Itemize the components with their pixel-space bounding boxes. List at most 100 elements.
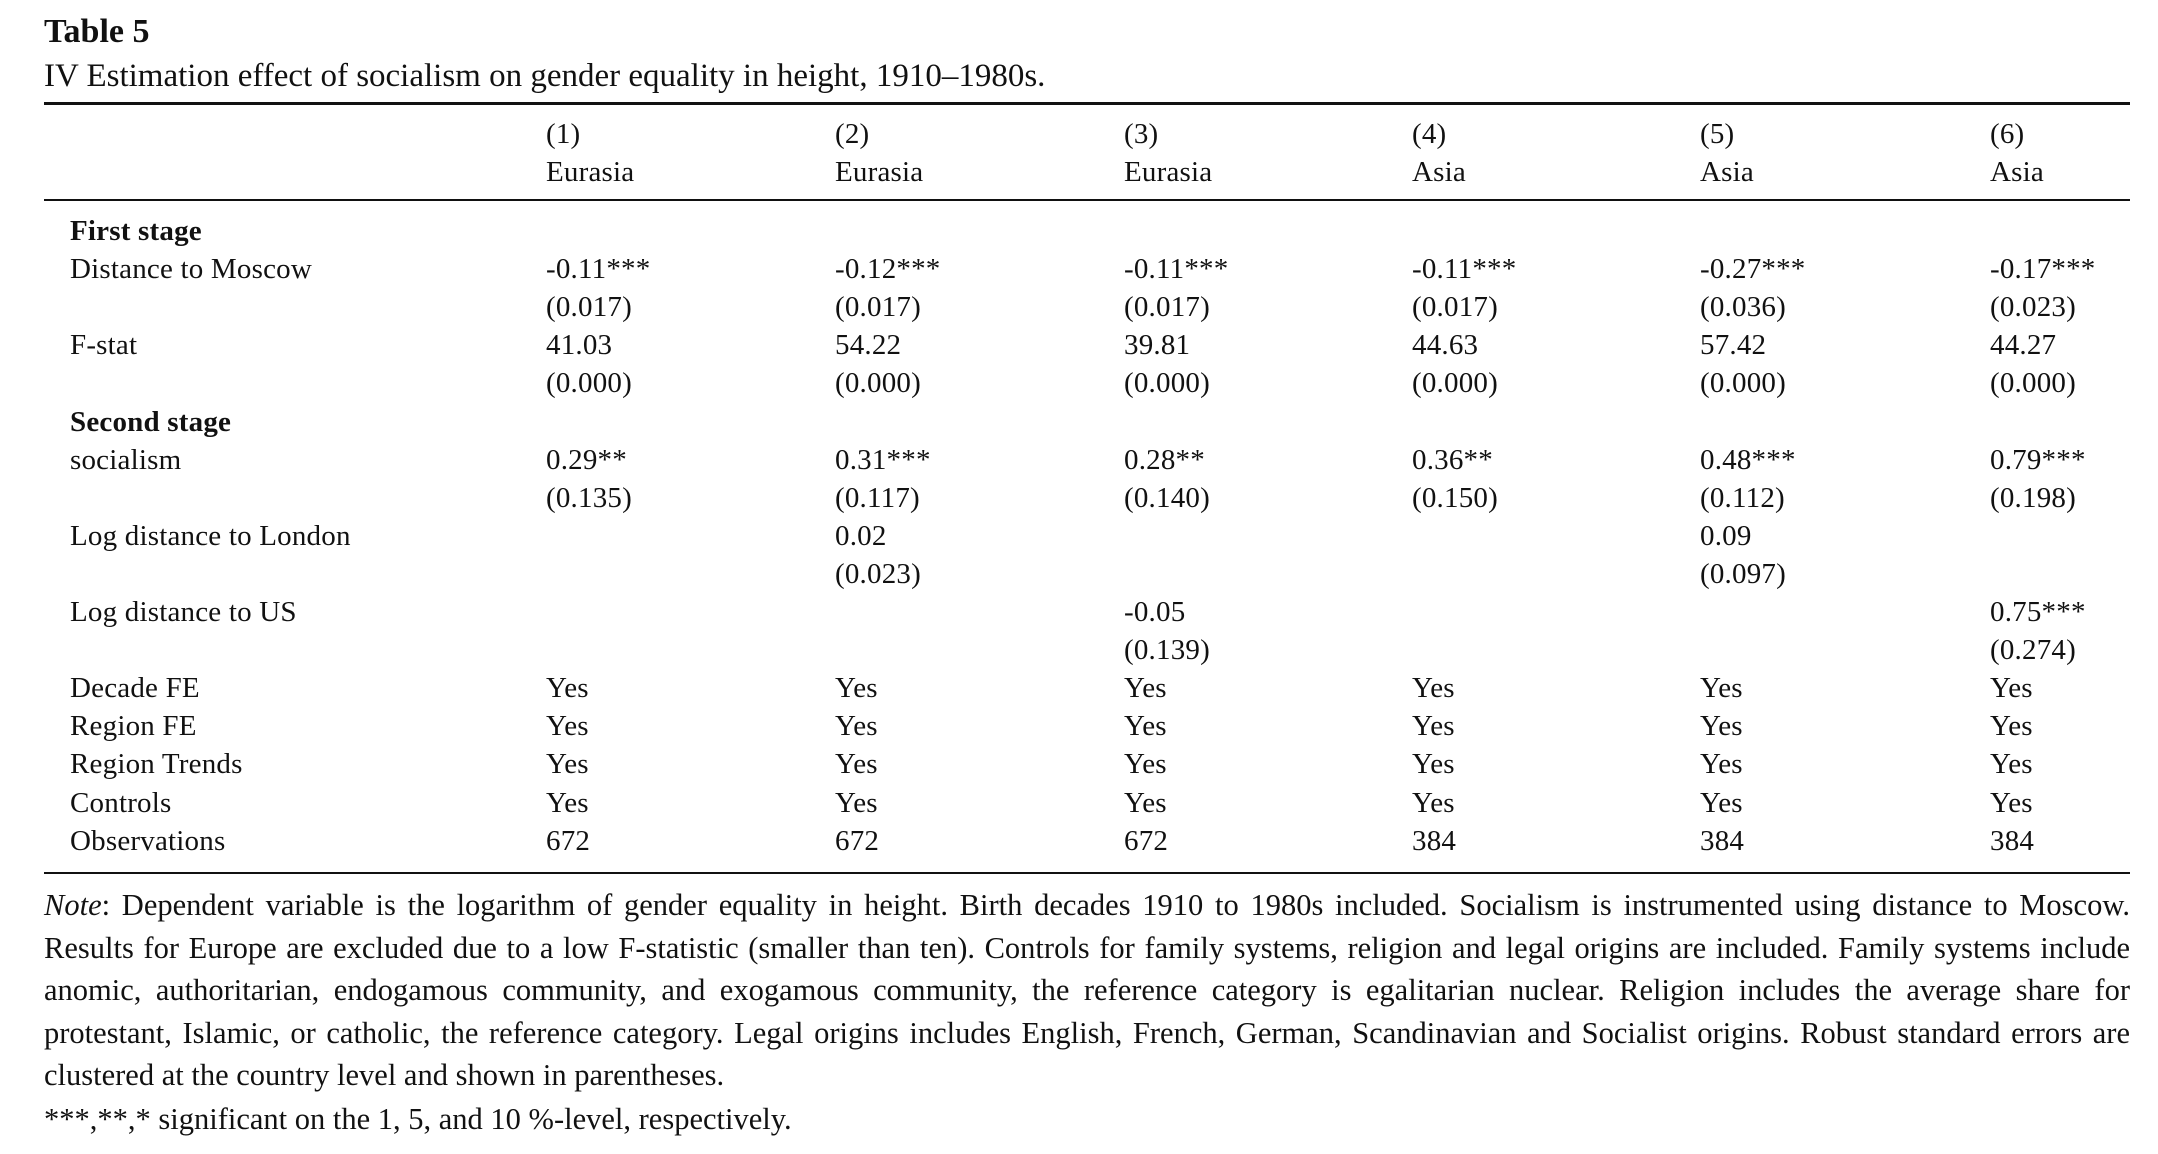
table-cell: (0.135) xyxy=(546,481,632,514)
table-cell: Yes xyxy=(1412,786,1455,819)
column-region: Asia xyxy=(1990,156,2044,188)
table-cell: (0.000) xyxy=(546,367,632,400)
column-region: Asia xyxy=(1412,156,1466,188)
table-cell: -0.05 xyxy=(1124,596,1186,628)
table-cell: (0.000) xyxy=(1700,367,1786,400)
table-cell: (0.000) xyxy=(1412,367,1498,400)
table-cell: 672 xyxy=(835,824,880,857)
table-cell: Yes xyxy=(1700,748,1743,781)
row-label: Log distance to London xyxy=(70,519,351,552)
table-cell: (0.000) xyxy=(1990,367,2076,400)
top-rule xyxy=(44,102,2130,105)
table-cell: Yes xyxy=(835,710,878,743)
row-label: Log distance to US xyxy=(70,596,297,628)
table-cell: Yes xyxy=(1700,710,1743,743)
table-cell: Yes xyxy=(1124,672,1167,705)
row-label: socialism xyxy=(70,443,182,476)
table-cell: (0.000) xyxy=(835,367,921,400)
table-cell: 0.31*** xyxy=(835,443,931,476)
table-cell: Yes xyxy=(1412,748,1455,781)
section-heading: Second stage xyxy=(70,405,232,438)
table-cell: 0.36** xyxy=(1412,443,1493,476)
table-cell: (0.150) xyxy=(1412,481,1498,514)
table-cell: (0.036) xyxy=(1700,291,1786,324)
table-cell: 44.63 xyxy=(1412,329,1479,362)
table-cell: 0.02 xyxy=(835,519,887,552)
table-cell: 672 xyxy=(546,824,591,857)
table-cell: Yes xyxy=(546,786,589,819)
table-cell: Yes xyxy=(1990,748,2033,781)
table-cell: Yes xyxy=(546,672,589,705)
column-number: (3) xyxy=(1124,118,1159,150)
row-label: F-stat xyxy=(70,329,138,362)
table-cell: Yes xyxy=(546,748,589,781)
table-cell: (0.097) xyxy=(1700,557,1786,590)
table-cell: (0.139) xyxy=(1124,634,1210,667)
table-cell: 54.22 xyxy=(835,329,902,362)
table-cell: 672 xyxy=(1124,824,1169,857)
column-region: Asia xyxy=(1700,156,1754,188)
table-cell: -0.27*** xyxy=(1700,253,1806,286)
table-cell: 0.09 xyxy=(1700,519,1752,552)
column-number: (6) xyxy=(1990,118,2025,150)
table-cell: (0.117) xyxy=(835,481,920,514)
table-cell: Yes xyxy=(1412,672,1455,705)
note-text: : Dependent variable is the logarithm of… xyxy=(44,888,2130,1092)
table-cell: -0.11*** xyxy=(1124,253,1229,286)
table-cell: (0.112) xyxy=(1700,481,1785,514)
row-label: Distance to Moscow xyxy=(70,253,313,286)
table-cell: (0.017) xyxy=(835,291,921,324)
table-cell: 0.28** xyxy=(1124,443,1205,476)
table-note: Note: Dependent variable is the logarith… xyxy=(44,884,2130,1097)
table-cell: -0.11*** xyxy=(1412,253,1517,286)
table-cell: Yes xyxy=(1990,786,2033,819)
column-region: Eurasia xyxy=(835,156,924,188)
table-cell: Yes xyxy=(546,710,589,743)
table-cell: -0.17*** xyxy=(1990,253,2096,286)
bottom-rule xyxy=(44,872,2130,874)
table-cell: Yes xyxy=(1124,786,1167,819)
table-cell: Yes xyxy=(835,672,878,705)
row-label: Controls xyxy=(70,786,172,819)
significance-note: ***,**,* significant on the 1, 5, and 10… xyxy=(44,1102,792,1136)
column-number: (2) xyxy=(835,118,870,150)
table-number: Table 5 xyxy=(44,13,150,50)
row-label: Observations xyxy=(70,824,226,857)
table-cell: 57.42 xyxy=(1700,329,1767,362)
table-cell: 41.03 xyxy=(546,329,613,362)
row-label: Region Trends xyxy=(70,748,243,781)
table-cell: Yes xyxy=(835,786,878,819)
table-cell: Yes xyxy=(1990,710,2033,743)
table-cell: 0.48*** xyxy=(1700,443,1796,476)
table-cell: Yes xyxy=(1700,786,1743,819)
table-cell: 0.29** xyxy=(546,443,627,476)
table-cell: (0.140) xyxy=(1124,481,1210,514)
table-cell: Yes xyxy=(1700,672,1743,705)
table-caption: IV Estimation effect of socialism on gen… xyxy=(44,58,1046,94)
column-number: (5) xyxy=(1700,118,1735,150)
row-label: Decade FE xyxy=(70,672,200,705)
table-cell: Yes xyxy=(1990,672,2033,705)
header-rule xyxy=(44,199,2130,201)
column-number: (1) xyxy=(546,118,581,150)
table-cell: Yes xyxy=(835,748,878,781)
table-cell: (0.198) xyxy=(1990,481,2076,514)
table-cell: (0.274) xyxy=(1990,634,2076,667)
table-cell: 39.81 xyxy=(1124,329,1191,362)
table-cell: (0.017) xyxy=(1412,291,1498,324)
column-region: Eurasia xyxy=(1124,156,1213,188)
table-cell: (0.000) xyxy=(1124,367,1210,400)
table-cell: 384 xyxy=(1990,824,2035,857)
table-cell: Yes xyxy=(1124,710,1167,743)
column-number: (4) xyxy=(1412,118,1447,150)
section-heading: First stage xyxy=(70,215,202,247)
table-cell: Yes xyxy=(1412,710,1455,743)
table-cell: 384 xyxy=(1412,824,1457,857)
table-cell: (0.017) xyxy=(546,291,632,324)
table-cell: 44.27 xyxy=(1990,329,2057,362)
table-cell: (0.017) xyxy=(1124,291,1210,324)
table-cell: (0.023) xyxy=(1990,291,2076,324)
note-lead: Note xyxy=(44,888,102,922)
table-cell: Yes xyxy=(1124,748,1167,781)
